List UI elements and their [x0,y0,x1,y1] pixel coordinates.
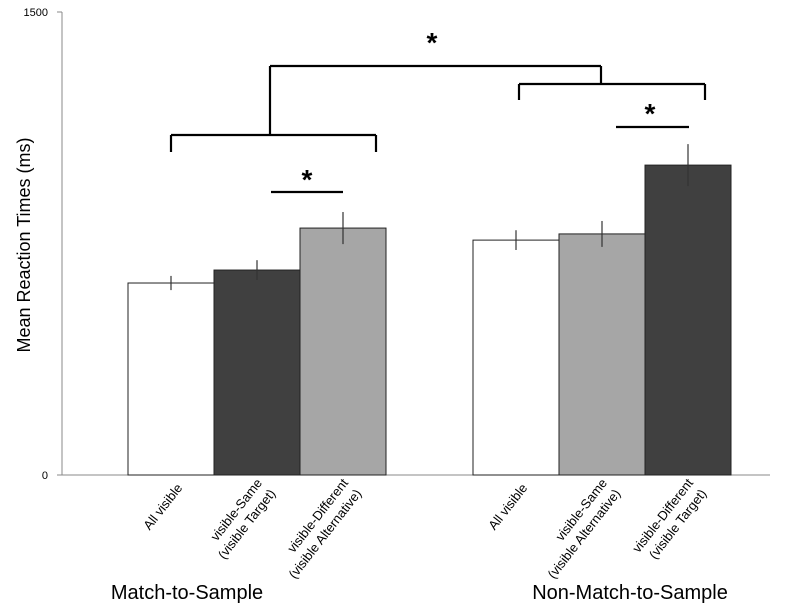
bar [299,227,387,476]
group-label: Match-to-Sample [111,582,263,604]
bar [644,164,732,476]
x-tick-label-line: All visible [485,481,530,533]
x-tick-label: visible-Same(visible Alternative) [531,476,623,582]
bar [472,239,560,476]
x-tick-label: visible-Different(visible Target) [629,475,709,565]
y-tick-label: 1500 [24,7,48,19]
y-tick-label: 0 [42,470,48,482]
x-tick-label: visible-Same(visible Target) [201,476,278,562]
significance-star: * [645,98,656,129]
group-label: Non-Match-to-Sample [532,582,728,604]
x-tick-label: All visible [140,481,185,533]
x-tick-label-line: All visible [140,481,185,533]
bar [558,233,646,476]
significance-star: * [427,27,438,58]
x-tick-label: visible-Different(visible Alternative) [272,475,365,581]
bar [127,282,215,476]
x-tick-label: All visible [485,481,530,533]
bar [213,269,301,476]
significance-star: * [302,164,313,195]
y-axis-label: Mean Reaction Times (ms) [14,137,34,352]
